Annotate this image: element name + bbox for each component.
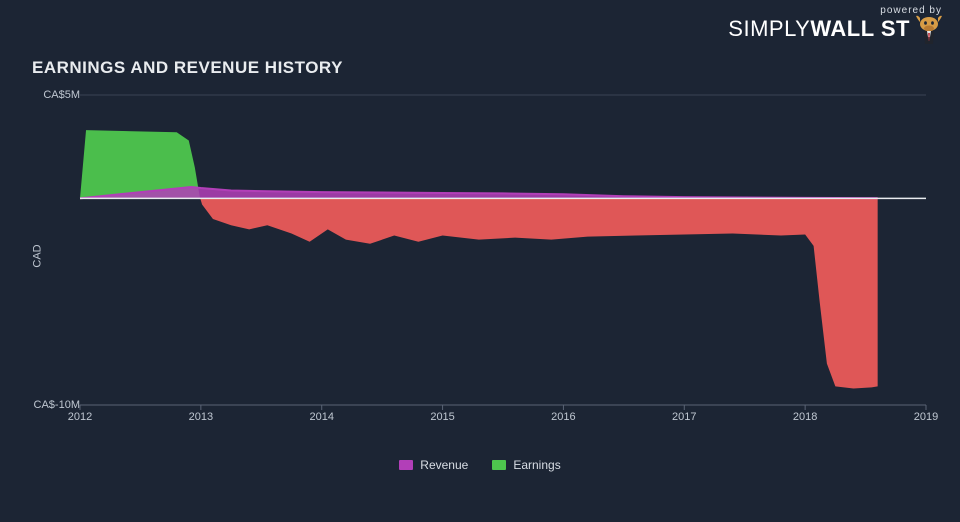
brand-text: SIMPLYWALL ST <box>728 18 910 40</box>
legend-item: Revenue <box>399 458 468 472</box>
legend-label: Revenue <box>420 458 468 472</box>
chart-svg <box>80 95 926 405</box>
x-tick-label: 2016 <box>551 411 575 423</box>
x-tick-label: 2013 <box>189 411 213 423</box>
legend-label: Earnings <box>513 458 560 472</box>
x-tick-label: 2019 <box>914 411 938 423</box>
y-tick-label: CA$-10M <box>34 399 80 411</box>
legend-swatch <box>399 460 413 470</box>
x-tick-label: 2014 <box>309 411 333 423</box>
chart-title: EARNINGS AND REVENUE HISTORY <box>32 58 343 78</box>
x-tick-label: 2017 <box>672 411 696 423</box>
chart-plot-area: 20122013201420152016201720182019CA$-10MC… <box>80 95 926 405</box>
chart-legend: Revenue Earnings <box>0 458 960 472</box>
y-tick-label: CA$5M <box>43 89 80 101</box>
legend-item: Earnings <box>492 458 560 472</box>
y-axis-label: CAD <box>32 244 44 267</box>
x-tick-label: 2012 <box>68 411 92 423</box>
x-tick-label: 2018 <box>793 411 817 423</box>
brand-row: SIMPLYWALL ST <box>728 14 942 44</box>
earnings-negative-area <box>200 198 877 388</box>
legend-swatch <box>492 460 506 470</box>
x-tick-label: 2015 <box>430 411 454 423</box>
attribution-badge: powered by SIMPLYWALL ST <box>728 6 942 44</box>
bull-icon <box>916 14 942 44</box>
